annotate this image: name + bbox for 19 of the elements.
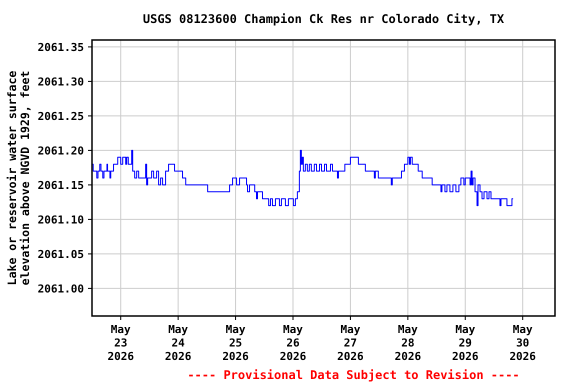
y-tick-label: 2061.25 [38,110,84,123]
y-tick-label: 2061.20 [38,144,84,158]
y-tick-label: 2061.10 [38,213,84,226]
x-tick-label: May 28 2026 [394,323,422,363]
text: ---- Provisional Data Subject to Revision ---- [187,368,520,382]
y-axis-title: Lake or reservoir water surface elevation above NGVD 1929, feet [5,70,32,286]
x-tick-label: May 24 2026 [164,323,192,363]
x-tick-label: May 29 2026 [452,323,479,363]
y-tick-label: 2061.00 [38,282,84,296]
x-tick-label: May 26 2026 [280,323,307,363]
x-tick-label: May 27 2026 [337,323,364,363]
y-tick-label: 2061.05 [38,248,84,261]
chart-title: USGS 08123600 Champion Ck Res nr Colorado City, TX [142,12,505,26]
y-tick-label: 2061.35 [38,40,84,54]
x-tick-label: May 23 2026 [107,323,134,363]
y-tick-label: 2061.15 [38,178,84,192]
x-tick-label: May 30 2026 [509,323,536,363]
y-tick-label: 2061.30 [38,75,84,88]
x-tick-label: May 25 2026 [222,323,250,363]
